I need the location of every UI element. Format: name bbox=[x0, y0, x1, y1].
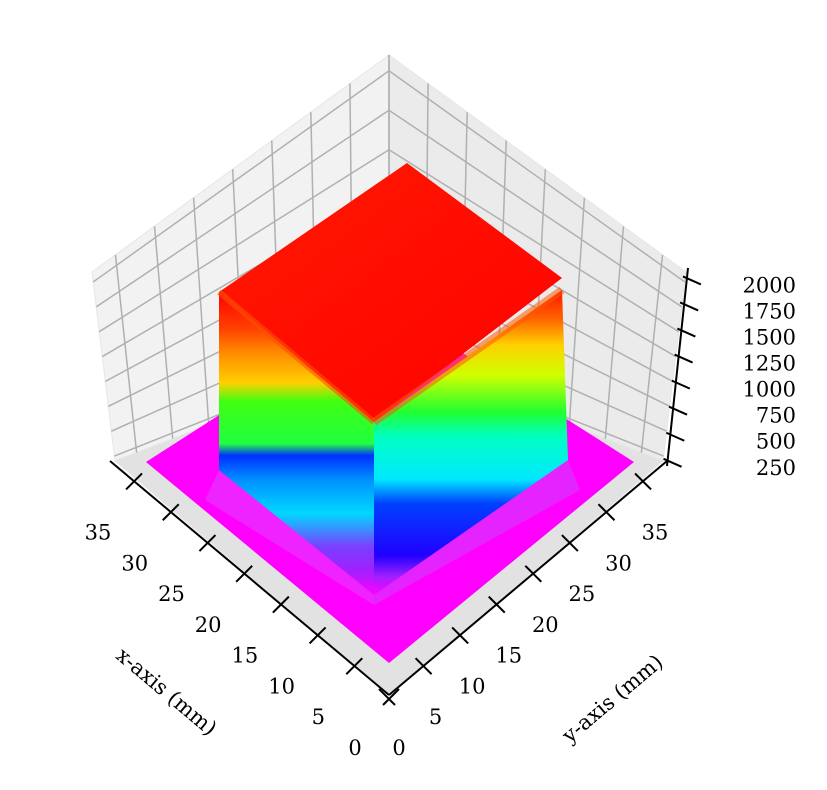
z-tick-label: 1000 bbox=[743, 378, 796, 402]
x-axis-line bbox=[109, 460, 390, 696]
x-axis-title: x-axis (mm) bbox=[112, 643, 222, 741]
x-tick-mark bbox=[382, 688, 400, 706]
x-tick-label: 10 bbox=[268, 674, 295, 698]
y-tick-mark bbox=[524, 565, 543, 583]
x-tick-mark bbox=[198, 534, 217, 552]
z-gridline bbox=[95, 109, 683, 308]
z-tick-mark bbox=[668, 405, 688, 416]
top-face bbox=[219, 163, 562, 422]
z-tick-mark bbox=[676, 327, 696, 338]
x-tick-label: 30 bbox=[121, 551, 148, 575]
z-tick-mark bbox=[674, 353, 694, 364]
y-tick-label: 10 bbox=[459, 674, 486, 698]
y-tick-mark bbox=[414, 657, 433, 675]
y-ticks: 05 10 15 20 25 30 35 bbox=[378, 472, 669, 760]
y-axis-line bbox=[388, 460, 668, 696]
z-axis-line bbox=[666, 267, 689, 467]
front-left-top-edge bbox=[217, 289, 376, 425]
x-gridline bbox=[153, 226, 174, 439]
x-tick-label: 25 bbox=[158, 582, 185, 606]
z-tick-label: 750 bbox=[756, 404, 796, 428]
z-tick-mark bbox=[665, 431, 685, 442]
x-tick-mark bbox=[308, 626, 327, 645]
x-tick-label: 15 bbox=[232, 644, 259, 668]
y-gridline bbox=[640, 254, 664, 453]
x-tick-mark bbox=[125, 472, 143, 491]
z-tick-mark bbox=[679, 301, 699, 312]
x-gridline bbox=[192, 197, 210, 425]
y-tick-mark bbox=[561, 534, 579, 552]
y-tick-mark bbox=[634, 472, 652, 491]
y-tick-mark bbox=[597, 503, 616, 521]
y-tick-label: 5 bbox=[429, 705, 442, 729]
y-tick-label: 25 bbox=[569, 582, 596, 606]
y-tick-label: 0 bbox=[392, 736, 405, 760]
y-axis-title: y-axis (mm) bbox=[557, 650, 668, 749]
y-tick-label: 30 bbox=[605, 551, 632, 575]
front-right-face bbox=[374, 290, 568, 595]
x-tick-label: 35 bbox=[85, 520, 112, 544]
base-glow-left bbox=[205, 470, 374, 605]
x-gridline bbox=[114, 254, 138, 453]
x-ticks: 05 10 15 20 25 30 35 bbox=[85, 472, 400, 760]
x-tick-mark bbox=[162, 503, 180, 521]
x-tick-label: 20 bbox=[195, 613, 222, 637]
y-gridline bbox=[604, 226, 625, 439]
z-tick-label: 1750 bbox=[743, 299, 796, 323]
front-left-face bbox=[219, 292, 374, 595]
z-tick-label: 500 bbox=[756, 430, 796, 454]
y-gridline bbox=[568, 197, 586, 425]
x-tick-label: 0 bbox=[348, 736, 361, 760]
z-tick-label: 1250 bbox=[743, 352, 796, 376]
front-right-top-edge bbox=[371, 286, 565, 426]
x-tick-mark bbox=[345, 657, 363, 675]
x-tick-mark bbox=[272, 595, 290, 614]
base-glow-right bbox=[374, 460, 580, 605]
x-tick-mark bbox=[235, 565, 253, 583]
y-tick-label: 20 bbox=[532, 613, 559, 637]
z-gridline bbox=[92, 69, 686, 283]
z-tick-mark bbox=[682, 275, 702, 286]
y-tick-mark bbox=[378, 688, 396, 706]
z-tick-label: 250 bbox=[756, 456, 796, 480]
z-tick-label: 2000 bbox=[743, 273, 796, 297]
z-tick-mark bbox=[671, 379, 691, 390]
z-tick-label: 1500 bbox=[743, 326, 796, 350]
y-tick-label: 35 bbox=[642, 520, 669, 544]
x-tick-label: 5 bbox=[312, 705, 325, 729]
y-tick-label: 15 bbox=[495, 644, 522, 668]
y-tick-mark bbox=[451, 626, 469, 645]
z-gridline bbox=[98, 148, 680, 333]
z-tick-mark bbox=[663, 457, 682, 468]
y-tick-mark bbox=[488, 595, 506, 614]
